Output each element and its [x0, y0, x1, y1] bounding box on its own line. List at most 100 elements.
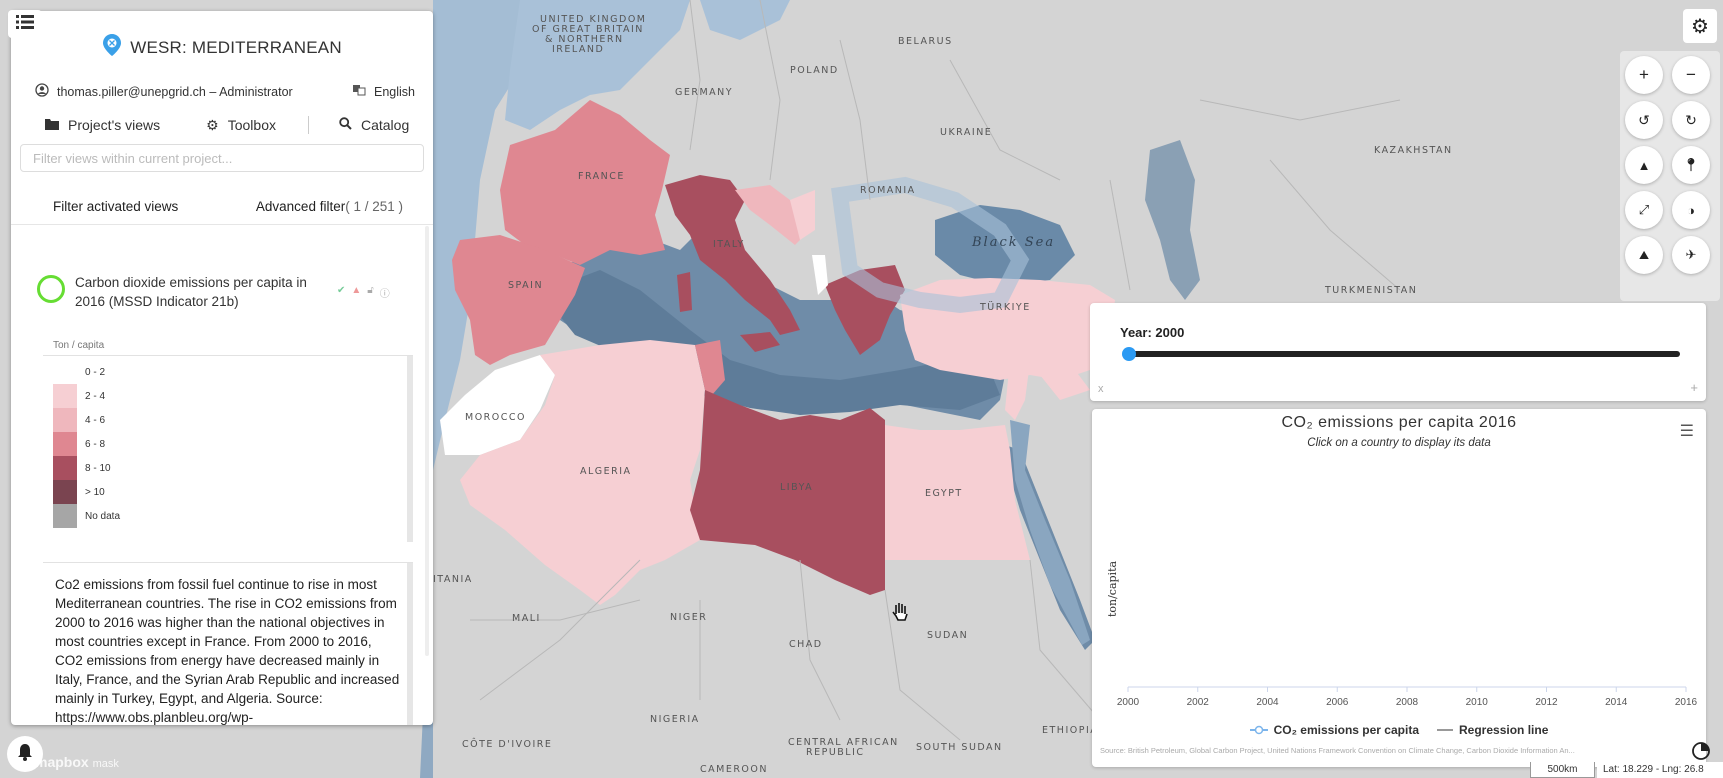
svg-text:CHAD: CHAD — [789, 639, 823, 650]
user-account[interactable]: thomas.piller@unepgrid.ch – Administrato… — [57, 84, 293, 99]
legend-row: 6 - 8 — [43, 432, 413, 456]
catalog-label: Catalog — [360, 117, 410, 133]
country-libya — [690, 390, 885, 595]
svg-text:CAMEROON: CAMEROON — [700, 764, 768, 775]
svg-text:ITALY: ITALY — [713, 239, 745, 250]
plus-icon: + — [1639, 65, 1649, 84]
year-slider-track[interactable] — [1128, 351, 1680, 357]
legend-label: 2 - 4 — [85, 390, 106, 402]
legend-regression-label: Regression line — [1459, 723, 1549, 737]
svg-text:KAZAKHSTAN: KAZAKHSTAN — [1374, 145, 1453, 156]
gear-icon: ⚙ — [1691, 15, 1709, 38]
check-icon[interactable]: ✔ — [337, 285, 346, 296]
svg-text:ETHIOPIA: ETHIOPIA — [1042, 725, 1098, 736]
close-widget-icon[interactable]: x — [1098, 383, 1104, 395]
zoom-out-button[interactable]: − — [1672, 56, 1710, 94]
country-egypt — [885, 425, 1030, 560]
legend-swatch — [53, 456, 77, 480]
rotate-right-button[interactable]: ↻ — [1672, 101, 1710, 139]
menu-button[interactable] — [8, 10, 42, 38]
x-tick-label: 2012 — [1535, 697, 1558, 708]
svg-text:& NORTHERN: & NORTHERN — [545, 34, 624, 45]
svg-text:OF GREAT BRITAIN: OF GREAT BRITAIN — [532, 24, 644, 35]
advanced-filter-label: Advanced filter — [255, 199, 346, 214]
panel-scrollbar[interactable] — [425, 226, 429, 656]
view-title[interactable]: Carbon dioxide emissions per capita in 2… — [75, 275, 307, 309]
svg-text:LIBYA: LIBYA — [780, 482, 813, 493]
advanced-filter-toggle[interactable]: Advanced filter( 1 / 251 ) — [256, 199, 403, 214]
terrain-button[interactable]: ⛰︎ — [1625, 236, 1663, 274]
legend-row: 4 - 6 — [43, 408, 413, 432]
legend-item-emissions[interactable]: CO₂ emissions per capita — [1249, 723, 1419, 737]
mapbox-logo[interactable]: mapbox mask — [35, 754, 119, 770]
chart-legend: CO₂ emissions per capita Regression line — [1092, 723, 1706, 737]
catalog-button[interactable]: Catalog — [339, 117, 409, 133]
gear-icon: ⚙ — [206, 116, 219, 133]
project-title[interactable]: WESR: MEDITERRANEAN — [130, 37, 342, 57]
x-tick-label: 2014 — [1605, 697, 1628, 708]
legend-line-icon — [1437, 729, 1453, 731]
toolbox-label: Toolbox — [227, 117, 276, 133]
mountain-icon: ⛰︎ — [1638, 247, 1650, 262]
chart-plot[interactable]: ton/capita 2000 2002 2004 2006 2008 2010 2012 2… — [1092, 409, 1706, 709]
minus-icon: − — [1686, 65, 1696, 84]
svg-text:CENTRAL AFRICAN: CENTRAL AFRICAN — [788, 737, 899, 748]
list-menu-icon — [16, 14, 34, 34]
location-pin-icon: 📍︎ — [1682, 157, 1700, 172]
search-views-input[interactable] — [20, 144, 424, 172]
contrast-icon: ◑ — [1687, 202, 1695, 218]
x-tick-label: 2010 — [1466, 697, 1489, 708]
description-text: Co2 emissions from fossil fuel continue … — [55, 577, 400, 725]
legend-label: 8 - 10 — [85, 462, 111, 474]
svg-text:EGYPT: EGYPT — [925, 488, 963, 499]
nav-divider — [307, 116, 309, 134]
fullscreen-button[interactable]: ⤢ — [1625, 191, 1663, 229]
geolocate-button[interactable]: 📍︎ — [1672, 146, 1710, 184]
project-logo-icon — [102, 33, 122, 62]
legend-label: 0 - 2 — [85, 366, 106, 378]
chart-subtitle: Click on a country to display its data — [1307, 437, 1491, 449]
views-panel: WESR: MEDITERRANEAN thomas.piller@unepgr… — [11, 11, 433, 725]
zoom-in-button[interactable]: + — [1625, 56, 1663, 94]
toolbox-button[interactable]: ⚙ Toolbox — [206, 117, 276, 134]
airplane-icon: ✈︎ — [1685, 247, 1697, 262]
legend-emissions-label: CO₂ emissions per capita — [1273, 723, 1419, 737]
svg-text:IRELAND: IRELAND — [552, 44, 604, 55]
svg-text:ITANIA: ITANIA — [433, 574, 473, 585]
warning-icon[interactable]: ▲ — [351, 285, 362, 296]
svg-text:TÜRKIYE: TÜRKIYE — [979, 302, 1031, 313]
svg-text:Black Sea: Black Sea — [971, 235, 1055, 250]
legend-swatch — [53, 504, 77, 528]
x-tick-label: 2008 — [1396, 697, 1419, 708]
x-tick-label: 2004 — [1256, 697, 1279, 708]
chart-menu-button[interactable]: ☰ — [1680, 421, 1694, 441]
legend-swatch — [53, 360, 77, 384]
notifications-button[interactable] — [7, 736, 43, 772]
north-button[interactable]: ▲ — [1625, 146, 1663, 184]
expand-icon: ⤢ — [1638, 202, 1650, 217]
rotate-left-button[interactable]: ↺ — [1625, 101, 1663, 139]
view-toggle[interactable] — [37, 275, 65, 303]
language-selector[interactable]: English — [352, 83, 415, 100]
lock-icon[interactable]: 🔓︎ — [367, 285, 374, 296]
expand-widget-icon[interactable]: + — [1690, 380, 1698, 395]
country-italy-sardinia — [677, 272, 692, 312]
svg-text:NIGERIA: NIGERIA — [650, 714, 700, 725]
filter-activated-toggle[interactable]: Filter activated views — [53, 199, 179, 214]
legend-scrollbar[interactable] — [407, 356, 413, 542]
projects-views-button[interactable]: Project's views — [45, 117, 160, 133]
chart-widget: CO₂ emissions per capita 2016 Click on a… — [1092, 409, 1706, 767]
legend-unit: Ton / capita — [53, 340, 105, 351]
country-italy — [665, 175, 800, 335]
legend-row: > 10 — [43, 480, 413, 504]
dashboard-button[interactable] — [1690, 741, 1712, 764]
legend-swatch — [53, 480, 77, 504]
flight-button[interactable]: ✈︎ — [1672, 236, 1710, 274]
theme-button[interactable]: ◑ — [1672, 191, 1710, 229]
search-icon — [339, 117, 352, 133]
description-scrollbar[interactable] — [407, 563, 413, 725]
info-icon[interactable]: ⓘ — [379, 289, 390, 300]
year-slider-handle[interactable] — [1122, 347, 1136, 361]
legend-item-regression[interactable]: Regression line — [1437, 723, 1548, 737]
settings-button[interactable]: ⚙ — [1683, 9, 1717, 43]
